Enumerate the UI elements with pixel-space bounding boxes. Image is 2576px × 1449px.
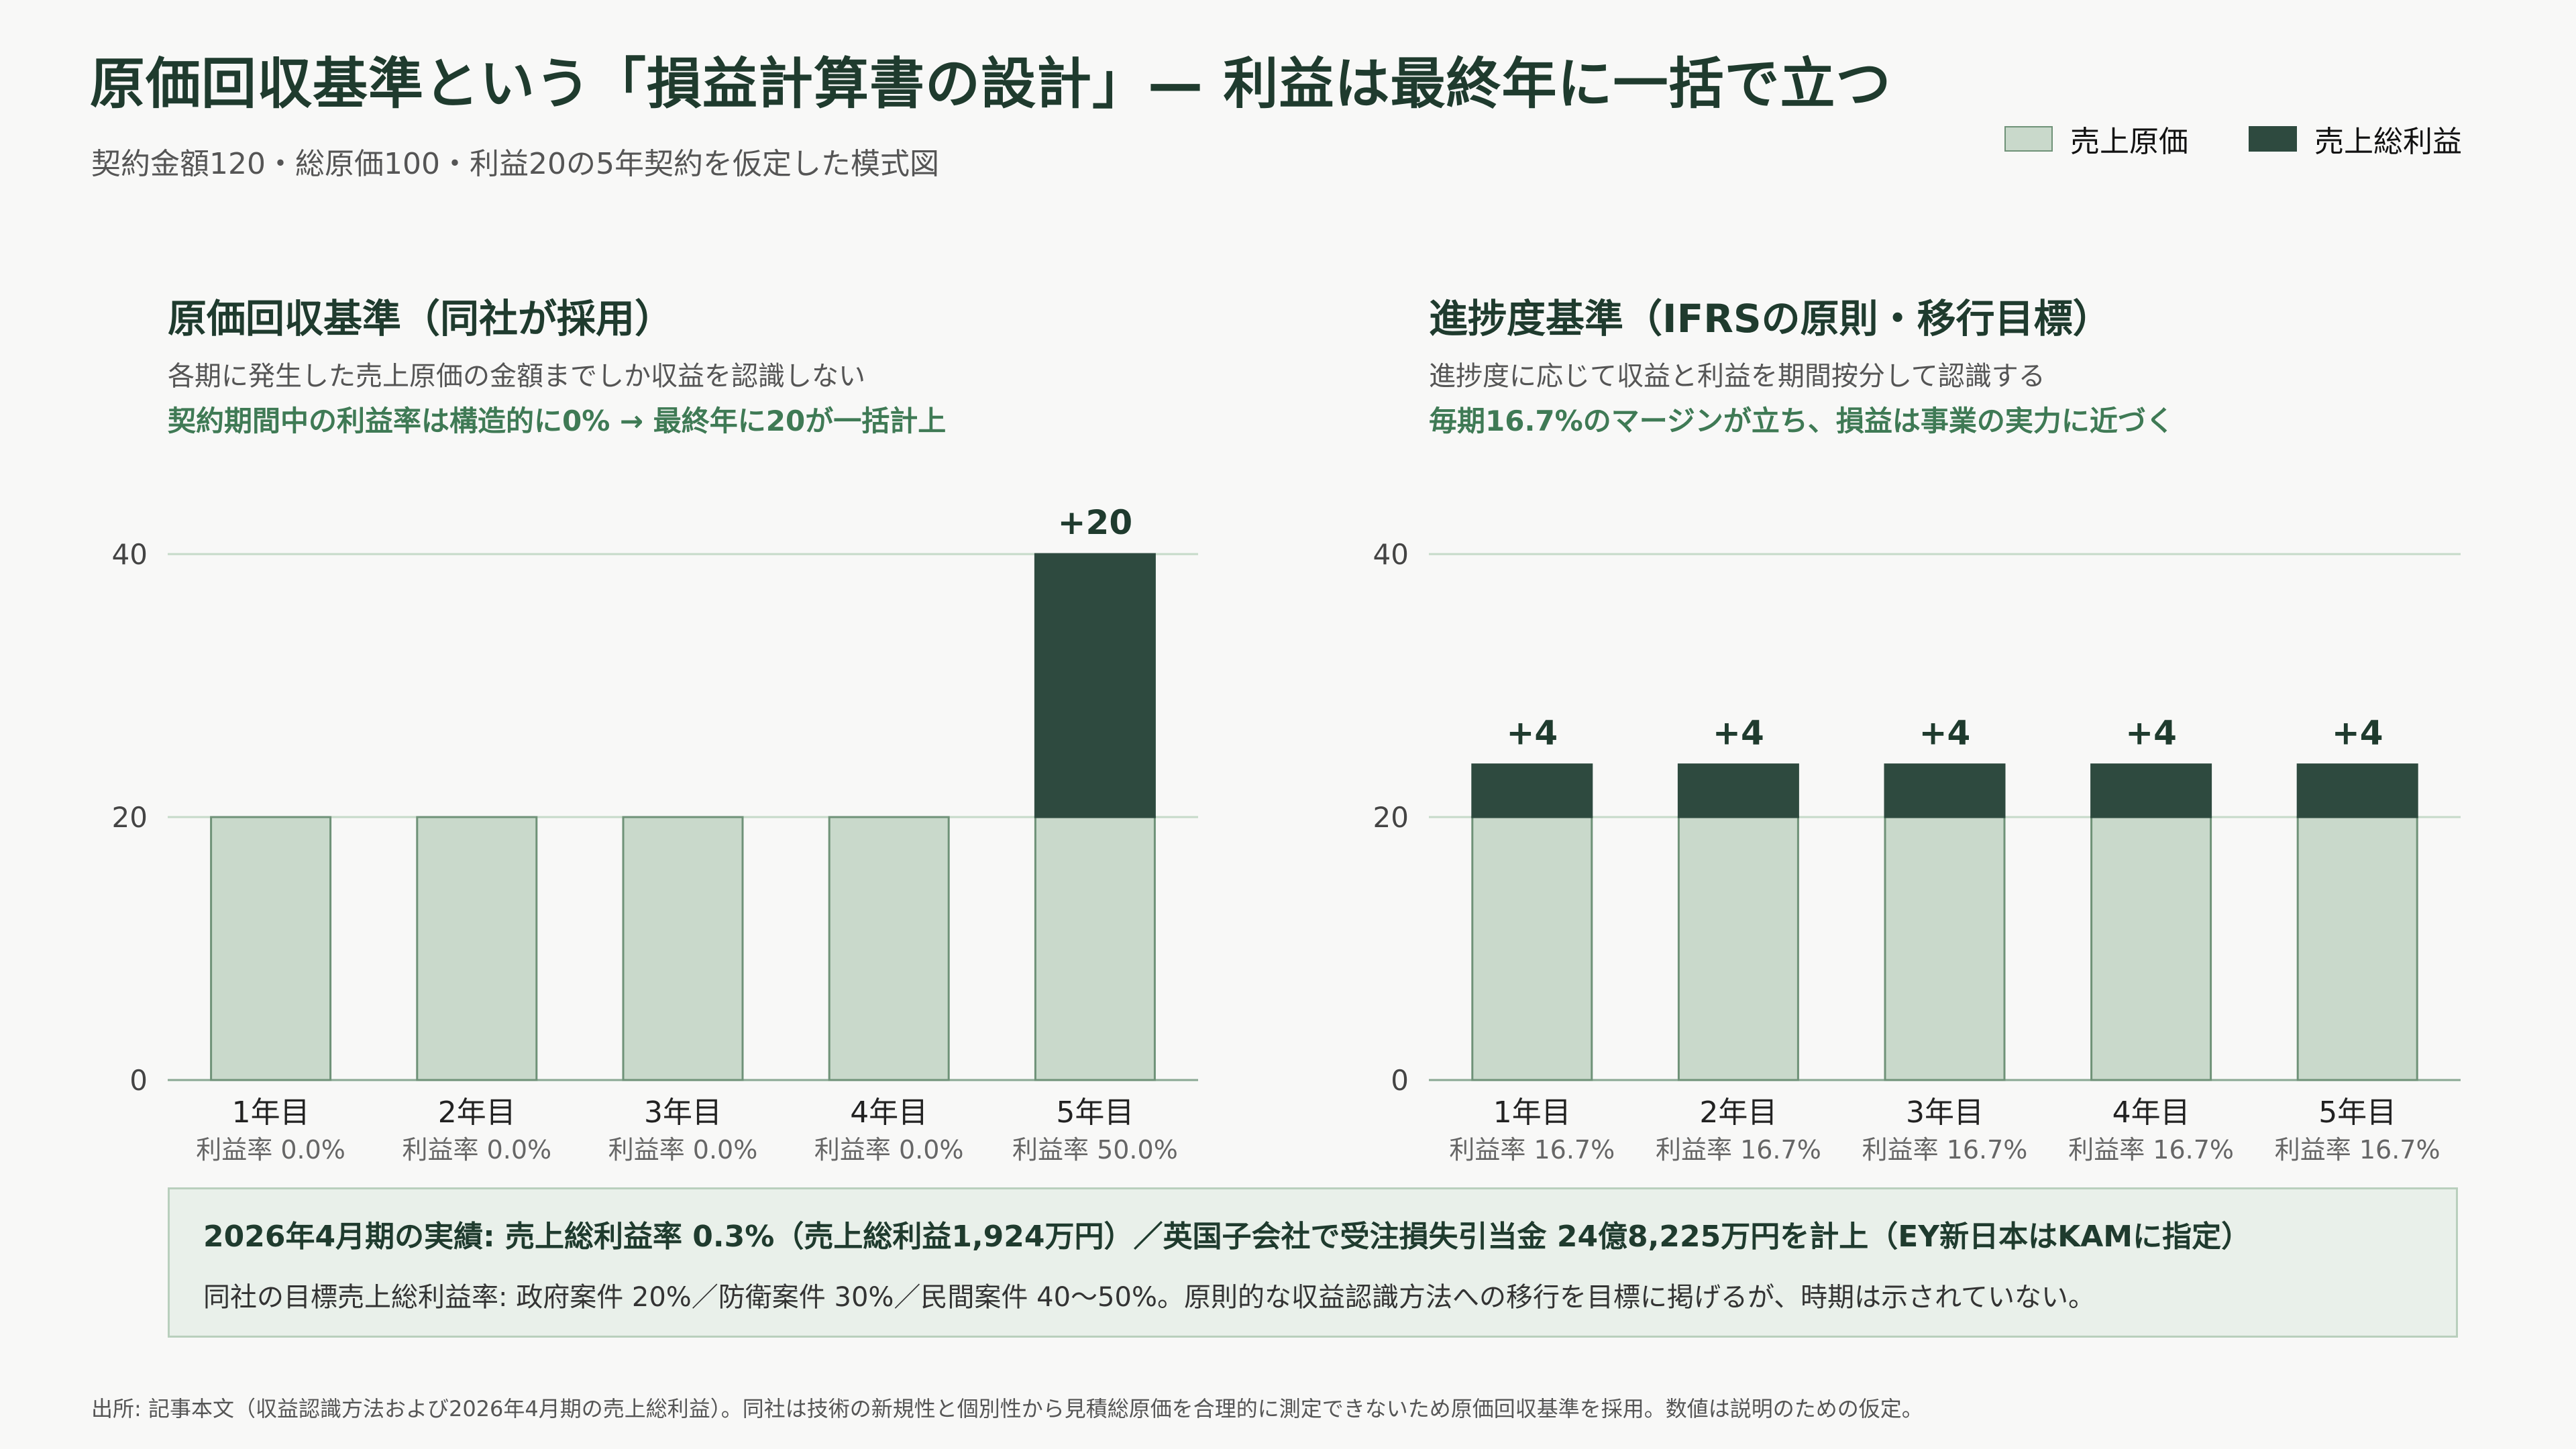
- left-chart-bar-cost: [416, 816, 538, 1081]
- page-subtitle: 契約金額120・総原価100・利益20の5年契約を仮定した模式図: [91, 147, 939, 181]
- left-chart-margin-label: 利益率 0.0%: [814, 1135, 964, 1165]
- right-chart-bar-cost: [1677, 816, 1799, 1081]
- legend: 売上原価 売上総利益: [2004, 117, 2462, 160]
- right-chart-profit-data-label: +4: [2332, 714, 2383, 753]
- right-chart-x-tick-label: 5年目: [2318, 1095, 2396, 1130]
- left-chart-x-tick-label: 1年目: [232, 1095, 310, 1130]
- left-chart-bar-profit: [1034, 553, 1156, 818]
- left-chart-y-tick-label: 40: [112, 538, 148, 571]
- source-note: 出所: 記事本文（収益認識方法および2026年4月期の売上総利益）。同社は技術の…: [91, 1396, 1923, 1421]
- right-chart-x-tick-label: 4年目: [2112, 1095, 2190, 1130]
- left-chart-x-tick-label: 5年目: [1056, 1095, 1134, 1130]
- right-chart-bar-profit: [1884, 763, 2006, 818]
- right-chart-bar-cost: [1884, 816, 2006, 1081]
- right-chart-bar-profit: [2296, 763, 2418, 818]
- legend-label-cost: 売上原価: [2070, 125, 2188, 159]
- left-chart-bar-cost: [210, 816, 332, 1081]
- right-chart-bar-cost: [2090, 816, 2212, 1081]
- right-chart-bar-profit: [1471, 763, 1593, 818]
- page-title: 原価回収基準という「損益計算書の設計」— 利益は最終年に一括で立つ: [90, 52, 1892, 116]
- right-chart-x-tick-label: 1年目: [1493, 1095, 1571, 1130]
- right-chart-bar-profit: [2090, 763, 2212, 818]
- right-chart-margin-label: 利益率 16.7%: [2275, 1135, 2440, 1165]
- right-panel-title: 進捗度基準（IFRSの原則・移行目標）: [1429, 296, 2112, 341]
- legend-label-profit: 売上総利益: [2314, 125, 2462, 159]
- left-chart-y-tick-label: 20: [112, 801, 148, 834]
- left-chart-x-tick-label: 2年目: [438, 1095, 516, 1130]
- right-chart-y-tick-label: 20: [1373, 801, 1409, 834]
- left-chart-x-tick-label: 3年目: [644, 1095, 722, 1130]
- right-chart-margin-label: 利益率 16.7%: [1862, 1135, 2028, 1165]
- left-chart-profit-data-label: +20: [1058, 503, 1132, 542]
- left-panel-note: 契約期間中の利益率は構造的に0% → 最終年に20が一括計上: [168, 405, 947, 437]
- left-chart-y-tick-label: 0: [129, 1064, 148, 1097]
- left-chart-bar-cost: [1034, 816, 1156, 1081]
- left-chart-margin-label: 利益率 50.0%: [1012, 1135, 1178, 1165]
- right-chart-y-tick-label: 0: [1391, 1064, 1409, 1097]
- right-chart-profit-data-label: +4: [1713, 714, 1764, 753]
- legend-swatch-profit: [2249, 126, 2297, 152]
- right-chart-margin-label: 利益率 16.7%: [2068, 1135, 2234, 1165]
- right-chart-margin-label: 利益率 16.7%: [1656, 1135, 1821, 1165]
- left-chart-margin-label: 利益率 0.0%: [402, 1135, 551, 1165]
- right-panel-note: 毎期16.7%のマージンが立ち、損益は事業の実力に近づく: [1429, 405, 2174, 437]
- legend-item-cost: 売上原価: [2004, 117, 2188, 160]
- right-chart-profit-data-label: +4: [1919, 714, 1971, 753]
- callout-results-line: 2026年4月期の実績: 売上総利益率 0.3%（売上総利益1,924万円）／英…: [203, 1220, 2251, 1254]
- callout-targets-line: 同社の目標売上総利益率: 政府案件 20%／防衛案件 30%／民間案件 40〜5…: [203, 1282, 2095, 1313]
- right-panel-subtitle: 進捗度に応じて収益と利益を期間按分して認識する: [1429, 361, 2045, 392]
- left-chart-bar-cost: [828, 816, 950, 1081]
- left-panel-subtitle: 各期に発生した売上原価の金額までしか収益を認識しない: [168, 361, 865, 392]
- left-chart-bar-cost: [622, 816, 744, 1081]
- right-chart-profit-data-label: +4: [2125, 714, 2177, 753]
- right-chart-profit-data-label: +4: [1506, 714, 1558, 753]
- right-chart-margin-label: 利益率 16.7%: [1449, 1135, 1615, 1165]
- right-chart-x-tick-label: 2年目: [1699, 1095, 1777, 1130]
- legend-item-profit: 売上総利益: [2249, 117, 2462, 160]
- left-chart-x-tick-label: 4年目: [850, 1095, 928, 1130]
- right-chart-bar-cost: [1471, 816, 1593, 1081]
- left-chart-margin-label: 利益率 0.0%: [196, 1135, 345, 1165]
- legend-swatch-cost: [2004, 126, 2053, 152]
- right-chart-y-tick-label: 40: [1373, 538, 1409, 571]
- right-chart-x-tick-label: 3年目: [1906, 1095, 1984, 1130]
- left-chart-margin-label: 利益率 0.0%: [608, 1135, 758, 1165]
- right-chart-bar-profit: [1677, 763, 1799, 818]
- right-chart-bar-cost: [2296, 816, 2418, 1081]
- left-panel-title: 原価回収基準（同社が採用）: [168, 296, 674, 341]
- results-callout: 2026年4月期の実績: 売上総利益率 0.3%（売上総利益1,924万円）／英…: [168, 1187, 2458, 1338]
